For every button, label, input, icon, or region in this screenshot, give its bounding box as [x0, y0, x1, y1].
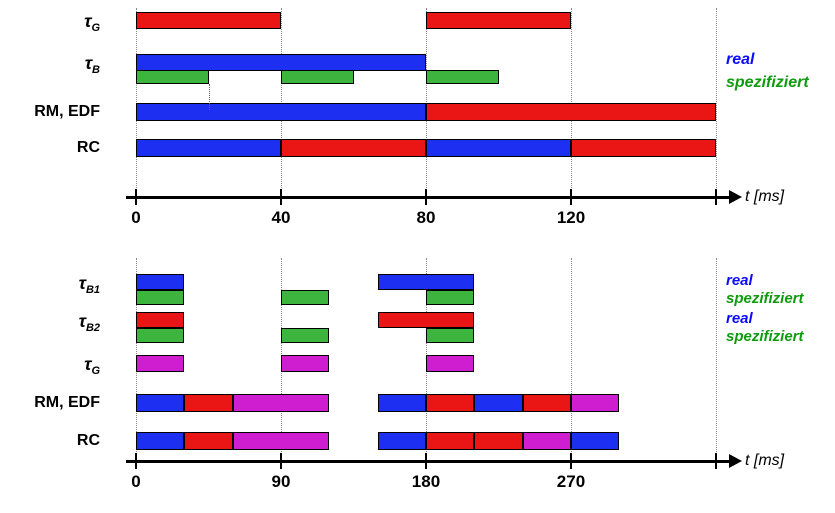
rc-exec-bar — [474, 432, 523, 450]
axis-tick — [424, 453, 427, 469]
time-axis — [126, 460, 729, 463]
rc-exec-bar — [377, 432, 426, 450]
gridline — [715, 258, 717, 468]
tau_B-spec-bar — [136, 70, 209, 84]
row-label-rc: RC — [0, 135, 100, 161]
legend-real-2: real — [726, 310, 753, 327]
row-label-tau_G: τG — [0, 351, 100, 377]
row-label-tau_B: τB — [0, 50, 100, 76]
rm_edf-exec-bar — [426, 103, 716, 121]
axis-tick-label: 90 — [271, 472, 291, 491]
time-axis — [126, 196, 729, 199]
time-axis-label: t [ms] — [745, 188, 785, 205]
rc-exec-bar — [570, 432, 620, 450]
row-label-subscript: B — [92, 64, 100, 76]
row-label-tau_B1: τB1 — [0, 270, 100, 296]
rc-exec-bar — [426, 139, 571, 157]
rc-exec-bar — [571, 139, 716, 157]
row-label-rc: RC — [0, 428, 100, 454]
axis-tick-label: 0 — [131, 472, 141, 491]
tau_B1-spec-bar — [136, 290, 185, 305]
axis-tick-label: 180 — [411, 472, 441, 491]
rc-exec-bar — [281, 139, 426, 157]
row-label-text: τ — [84, 354, 92, 374]
row-label-text: RC — [76, 139, 100, 156]
tau_B2-spec-bar — [425, 328, 475, 343]
spec-end-marker — [208, 84, 210, 110]
rm_edf-exec-bar — [136, 394, 185, 412]
rm_edf-exec-bar — [425, 394, 475, 412]
rm_edf-exec-bar — [184, 394, 233, 412]
tau_B1-spec-bar — [425, 290, 475, 305]
rc-exec-bar — [232, 432, 330, 450]
tau_B2-real-bar — [377, 312, 475, 328]
row-label-subscript: G — [91, 365, 100, 377]
row-label-tau_G: τG — [0, 8, 100, 34]
tau_G-exec-bar — [426, 12, 571, 29]
row-label-text: τ — [84, 11, 92, 31]
time-axis-arrowhead — [729, 190, 742, 204]
row-label-subscript: G — [91, 22, 100, 34]
legend-spezifiziert-3: spezifiziert — [726, 328, 804, 345]
row-label-subscript: B2 — [85, 322, 100, 334]
row-label-text: τ — [78, 273, 86, 293]
row-label-text: τ — [78, 311, 86, 331]
legend-real-0: real — [726, 51, 755, 68]
row-label-text: RM, EDF — [34, 103, 100, 120]
legend-spezifiziert-1: spezifiziert — [726, 290, 804, 307]
axis-tick — [715, 189, 717, 205]
tau_B2-spec-bar — [280, 328, 330, 343]
tau_B1-real-bar — [136, 274, 185, 290]
axis-tick-label: 270 — [556, 472, 586, 491]
legend-spezifiziert-1: spezifiziert — [726, 74, 809, 91]
tau_B-spec-bar — [281, 70, 354, 84]
tau_B2-real-bar — [136, 312, 185, 328]
axis-tick-label: 80 — [416, 208, 436, 227]
row-label-text: τ — [84, 53, 93, 73]
axis-tick — [714, 453, 717, 469]
rc-exec-bar — [136, 139, 281, 157]
tau_G-exec-bar — [136, 355, 185, 372]
rc-exec-bar — [425, 432, 475, 450]
axis-tick-label: 0 — [131, 208, 141, 227]
gridline — [716, 8, 717, 204]
axis-tick — [135, 453, 137, 469]
row-label-rm_edf: RM, EDF — [0, 99, 100, 125]
axis-tick-label: 40 — [271, 208, 291, 227]
axis-tick — [425, 189, 427, 205]
rm_edf-exec-bar — [522, 394, 571, 412]
axis-tick — [570, 189, 572, 205]
axis-tick — [279, 453, 282, 469]
rc-exec-bar — [522, 432, 571, 450]
legend-real-0: real — [726, 272, 753, 289]
row-label-tau_B2: τB2 — [0, 308, 100, 334]
row-label-text: RC — [76, 432, 100, 449]
rc-exec-bar — [184, 432, 233, 450]
tau_B2-spec-bar — [136, 328, 185, 343]
gridline — [570, 258, 572, 468]
row-label-subscript: B1 — [85, 284, 100, 296]
row-label-text: RM, EDF — [34, 394, 100, 411]
rm_edf-exec-bar — [232, 394, 330, 412]
rm_edf-exec-bar — [474, 394, 523, 412]
tau_B1-real-bar — [377, 274, 475, 290]
time-axis-arrowhead — [729, 454, 742, 468]
tau_B1-spec-bar — [280, 290, 330, 305]
rc-exec-bar — [136, 432, 185, 450]
axis-tick — [135, 189, 137, 205]
axis-tick-label: 120 — [556, 208, 586, 227]
time-axis-label: t [ms] — [745, 452, 785, 469]
tau_B-spec-bar — [426, 70, 499, 84]
row-label-rm_edf: RM, EDF — [0, 390, 100, 416]
rm_edf-exec-bar — [377, 394, 426, 412]
axis-tick — [569, 453, 572, 469]
tau_G-exec-bar — [136, 12, 281, 29]
rm_edf-exec-bar — [570, 394, 620, 412]
axis-tick — [280, 189, 282, 205]
tau_G-exec-bar — [425, 355, 475, 372]
tau_G-exec-bar — [280, 355, 330, 372]
